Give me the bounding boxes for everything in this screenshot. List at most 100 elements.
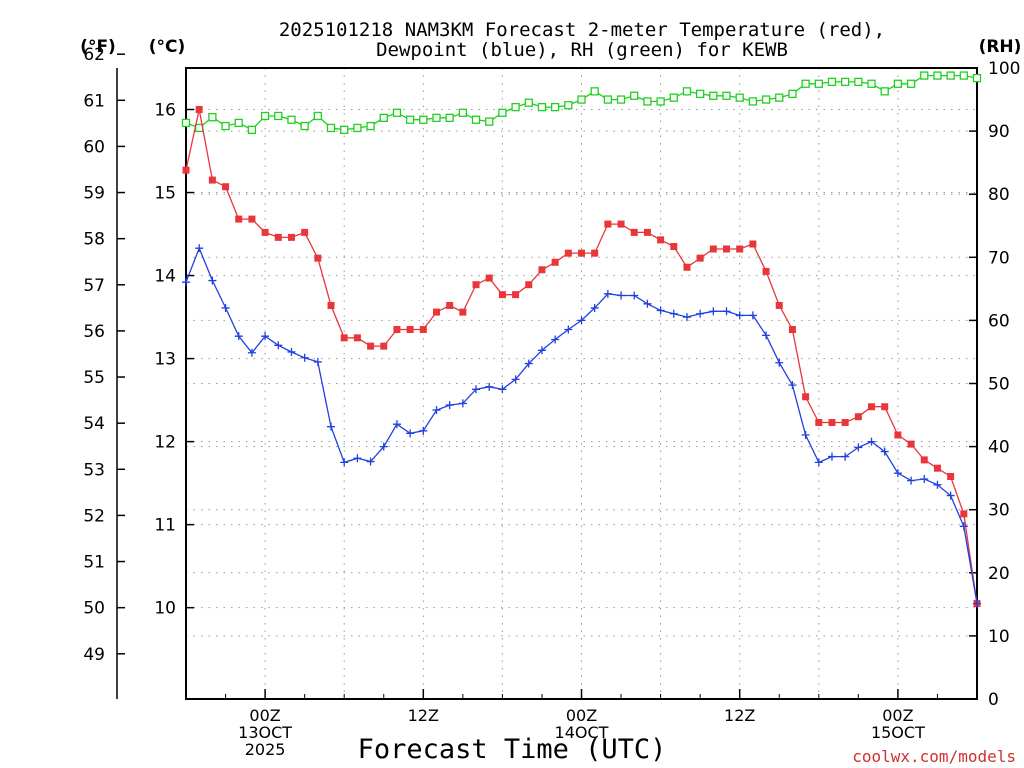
rh-point — [590, 87, 599, 96]
dewpoint-point — [327, 422, 336, 431]
temperature-point — [670, 243, 678, 251]
dewpoint-point — [854, 443, 863, 452]
rh-point — [379, 113, 388, 122]
temperature-point — [630, 228, 638, 236]
temperature-point — [367, 342, 375, 350]
dewpoint-point — [353, 454, 362, 463]
dewpoint-point — [617, 291, 626, 300]
fahrenheit-tick-label: 52 — [83, 506, 105, 526]
temperature-point — [775, 301, 783, 309]
dewpoint-point — [590, 303, 599, 312]
temperature-point — [815, 419, 823, 427]
dewpoint-point — [261, 332, 270, 341]
rh-tick-label: 50 — [988, 375, 1010, 395]
dewpoint-point — [959, 522, 968, 531]
dewpoint-point — [419, 426, 428, 435]
dewpoint-point — [287, 347, 296, 356]
temperature-point — [868, 403, 876, 411]
dewpoint-point — [788, 381, 797, 390]
celsius-unit-label: (°C) — [149, 37, 186, 57]
temperature-point — [736, 245, 744, 253]
grid-lines — [186, 68, 977, 699]
time-tick-label: 2025 — [245, 740, 286, 759]
rh-tick-label: 60 — [988, 311, 1010, 331]
celsius-tick-label: 10 — [154, 599, 176, 619]
rh-point — [867, 79, 876, 88]
dewpoint-point — [445, 401, 454, 410]
dewpoint-point — [195, 244, 204, 253]
rh-point — [893, 79, 903, 88]
rh-point — [432, 113, 441, 122]
celsius-tick-label: 11 — [154, 516, 176, 536]
dewpoint-point — [551, 335, 560, 344]
time-tick-label: 12Z — [724, 706, 755, 725]
dewpoint-point — [682, 313, 691, 322]
time-tick-label: 15OCT — [871, 723, 925, 742]
dewpoint-point — [880, 447, 889, 456]
rh-point — [959, 71, 968, 80]
rh-point — [814, 79, 823, 88]
chart-title-line1: 2025101218 NAM3KM Forecast 2-meter Tempe… — [279, 19, 885, 41]
temperature-point — [498, 291, 506, 299]
dewpoint-point — [340, 458, 349, 467]
temperature-point — [287, 233, 295, 241]
temperature-point — [235, 215, 243, 223]
fahrenheit-tick-label: 50 — [83, 599, 105, 619]
temperature-point — [274, 233, 282, 241]
temperature-point — [195, 106, 203, 114]
dewpoint-point — [234, 332, 243, 341]
temperature-point — [643, 228, 651, 236]
temperature-point — [208, 176, 216, 184]
rh-tick-label: 20 — [988, 564, 1010, 584]
rh-point — [682, 87, 692, 96]
temperature-point — [591, 249, 599, 257]
time-tick-label: 00Z — [566, 706, 597, 725]
rh-point — [366, 121, 375, 131]
rh-point — [775, 93, 784, 102]
rh-point — [827, 77, 837, 87]
rh-point — [801, 79, 810, 88]
celsius-tick-label: 16 — [154, 101, 176, 121]
dewpoint-point — [208, 276, 217, 285]
rh-point — [485, 117, 494, 126]
dewpoint-point — [933, 480, 942, 489]
credit-link[interactable]: coolwx.com/models — [852, 747, 1016, 766]
temperature-point — [802, 393, 810, 401]
temperature-point — [551, 258, 559, 266]
axes — [116, 53, 978, 700]
rh-point — [287, 115, 296, 124]
rh-point — [643, 97, 652, 106]
rh-tick-label: 0 — [988, 690, 999, 710]
temperature-point — [485, 274, 493, 282]
dewpoint-point — [801, 430, 810, 439]
fahrenheit-tick-label: 51 — [83, 553, 105, 573]
dewpoint-point — [432, 406, 441, 415]
dewpoint-point — [406, 429, 415, 438]
rh-point — [181, 118, 191, 128]
rh-tick-label: 10 — [988, 627, 1010, 647]
rh-point — [458, 108, 468, 117]
rh-point — [340, 125, 349, 134]
dewpoint-point — [247, 348, 256, 357]
rh-tick-label: 30 — [988, 501, 1010, 521]
temperature-point — [841, 419, 849, 427]
dewpoint-point — [775, 358, 784, 367]
dewpoint-point — [827, 452, 836, 461]
rh-tick-label: 90 — [988, 122, 1010, 142]
temperature-point — [696, 254, 704, 262]
temperature-point — [301, 228, 309, 236]
fahrenheit-tick-label: 58 — [83, 230, 105, 250]
rh-point — [709, 91, 718, 100]
fahrenheit-tick-label: 53 — [83, 460, 105, 480]
fahrenheit-tick-label: 54 — [83, 414, 105, 434]
rh-point — [933, 71, 942, 80]
temperature-point — [960, 510, 968, 518]
dewpoint-point — [722, 307, 731, 316]
dewpoint-point — [182, 278, 190, 287]
dewpoint-point — [524, 359, 533, 368]
rh-point — [748, 97, 758, 106]
rh-point — [841, 77, 850, 87]
rh-point — [722, 91, 731, 100]
fahrenheit-tick-label: 60 — [83, 137, 105, 157]
temperature-point — [881, 403, 889, 411]
